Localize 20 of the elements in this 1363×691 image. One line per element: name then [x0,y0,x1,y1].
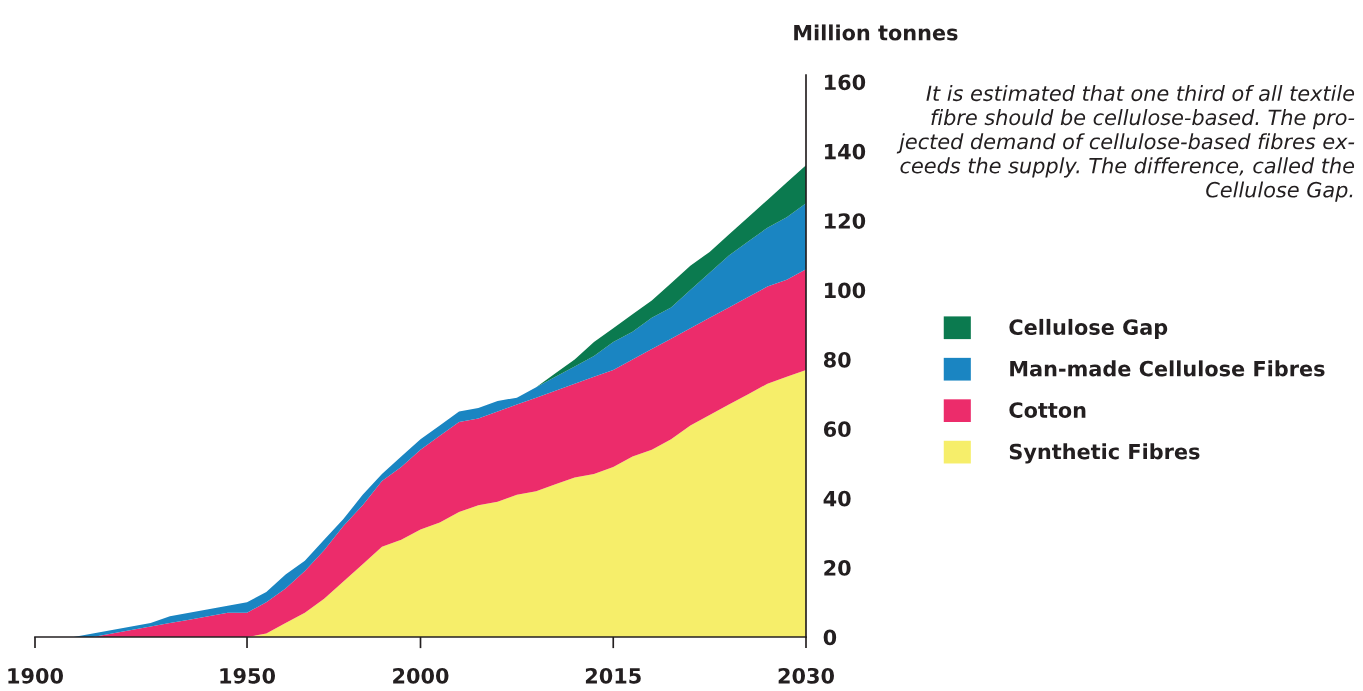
x-tick-label: 2015 [585,667,641,684]
y-tick-label: 100 [825,282,866,299]
legend-label: Man-made Cellulose Fibres [1010,360,1325,377]
y-tick-label: 20 [824,560,851,576]
y-axis-title: Million tonnes [794,24,958,41]
x-tick-label: 1950 [220,667,276,684]
x-tick-label: 2000 [393,667,449,684]
y-tick-label: 80 [823,351,851,368]
y-tick-label: 40 [823,490,851,507]
legend-label: Cellulose Gap [1009,318,1168,340]
y-tick-label: 60 [823,421,851,438]
y-tick-label: 0 [823,629,837,646]
y-tick-label: 140 [825,143,866,160]
x-tick-label: 2030 [778,667,834,684]
legend-label: Synthetic Fibres [1009,443,1200,464]
y-tick-label: 160 [825,74,866,91]
y-tick-label: 120 [825,213,866,229]
x-tick-label: 1900 [8,667,63,684]
text: It is estimated that one third of all textile fibre should be cellulose-based. The pro- jected demand of cellulose-based fibres ex- ceeds the supply. The difference, called the Cellulose Gap. [896,85,1355,202]
legend-label: Cotton [1009,402,1086,418]
